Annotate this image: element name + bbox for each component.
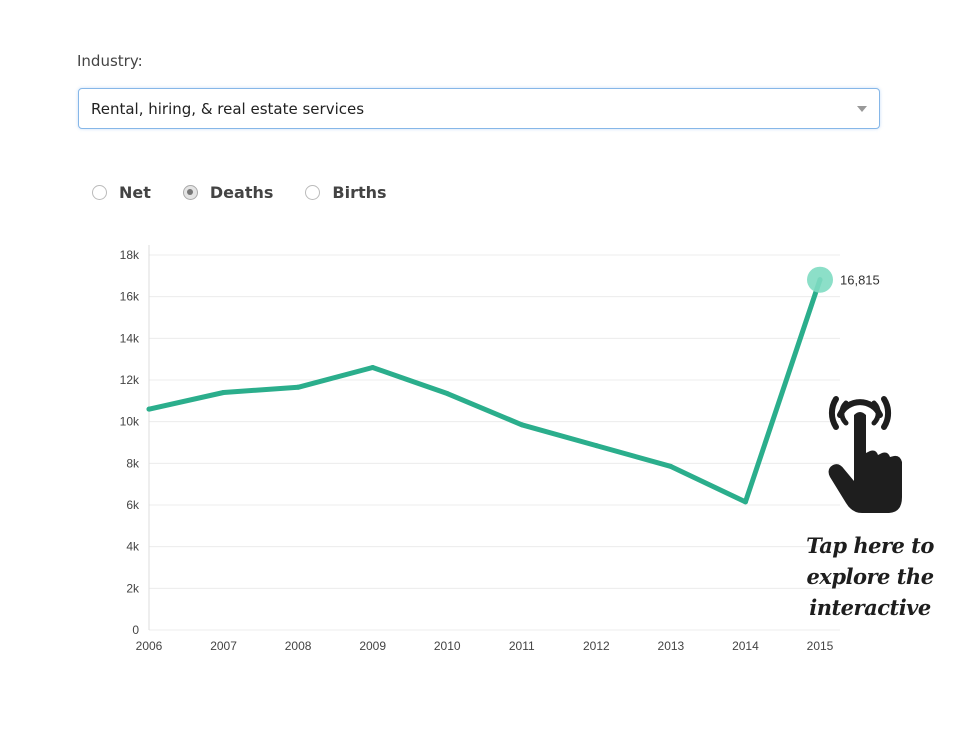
data-point[interactable]	[370, 365, 376, 370]
x-tick-label: 2009	[359, 639, 386, 653]
y-tick-label: 2k	[126, 581, 140, 595]
highlight-marker[interactable]	[807, 266, 833, 293]
x-tick-label: 2011	[509, 639, 535, 653]
axis-layer: 0 2k 4k 6k 8k 10k 12k 14k 16k 18k 2006 2007 2008 2009…	[120, 245, 834, 653]
data-point[interactable]	[221, 390, 227, 395]
x-tick-label: 2014	[732, 639, 759, 653]
x-tick-label: 2007	[210, 639, 237, 653]
radio-deaths[interactable]: Deaths	[182, 183, 274, 202]
tap-hint-line-2: explore the	[806, 564, 934, 589]
radio-circle-births[interactable]	[305, 185, 321, 200]
y-tick-label: 0	[132, 623, 139, 637]
x-tick-label: 2008	[285, 639, 312, 653]
tap-hint-text: Tap here to explore the interactive	[800, 530, 940, 623]
x-tick-label: 2015	[807, 639, 834, 653]
measure-radio-group: Net Deaths Births	[92, 183, 419, 202]
radio-circle-deaths[interactable]	[182, 185, 198, 200]
y-tick-label: 18k	[120, 248, 140, 262]
industry-label: Industry:	[77, 52, 143, 70]
chevron-down-icon	[857, 106, 867, 112]
tap-hand-icon	[828, 396, 902, 513]
data-point[interactable]	[519, 422, 525, 428]
radio-label-net: Net	[119, 183, 151, 202]
x-tick-label: 2010	[434, 639, 461, 653]
radio-net[interactable]: Net	[92, 183, 151, 202]
x-tick-label: 2013	[658, 639, 685, 653]
data-point[interactable]	[668, 463, 674, 469]
industry-select-value: Rental, hiring, & real estate services	[91, 100, 365, 118]
data-point[interactable]	[295, 384, 301, 390]
tap-hint[interactable]: Tap here to explore the interactive	[800, 385, 940, 620]
x-tick-label: 2012	[583, 639, 610, 653]
y-tick-label: 8k	[126, 456, 140, 470]
x-tick-label: 2006	[136, 639, 163, 653]
data-point[interactable]	[146, 406, 152, 412]
y-tick-label: 10k	[120, 415, 140, 429]
y-tick-label: 16k	[120, 290, 140, 304]
grid-layer	[149, 254, 840, 631]
y-tick-label: 12k	[120, 373, 140, 387]
data-point[interactable]	[593, 443, 599, 449]
tap-hint-line-3: interactive	[809, 595, 931, 620]
radio-circle-net[interactable]	[92, 185, 107, 200]
radio-births[interactable]: Births	[305, 183, 387, 202]
y-tick-label: 4k	[126, 540, 140, 554]
radio-label-births: Births	[332, 183, 387, 202]
y-tick-label: 6k	[126, 498, 140, 512]
highlight-value-label: 16,815	[840, 273, 880, 288]
data-point[interactable]	[444, 391, 450, 397]
deaths-series-line[interactable]	[146, 277, 823, 505]
y-tick-label: 14k	[120, 331, 140, 345]
data-point[interactable]	[742, 499, 748, 505]
series-layer: 16,815	[146, 266, 880, 505]
tap-hint-line-1: Tap here to	[806, 533, 934, 558]
radio-label-deaths: Deaths	[209, 183, 274, 202]
industry-select[interactable]: Rental, hiring, & real estate services	[78, 88, 880, 129]
